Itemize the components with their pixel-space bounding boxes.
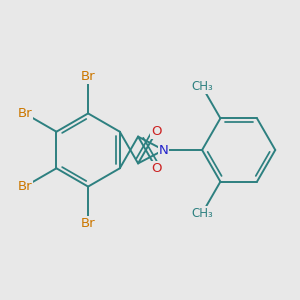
Text: Br: Br bbox=[17, 107, 32, 120]
Text: O: O bbox=[151, 162, 162, 175]
Text: CH₃: CH₃ bbox=[191, 207, 213, 220]
Text: CH₃: CH₃ bbox=[191, 80, 213, 93]
Text: Br: Br bbox=[81, 70, 95, 83]
Text: N: N bbox=[159, 143, 169, 157]
Text: O: O bbox=[151, 125, 162, 138]
Text: Br: Br bbox=[17, 180, 32, 193]
Text: Br: Br bbox=[81, 217, 95, 230]
